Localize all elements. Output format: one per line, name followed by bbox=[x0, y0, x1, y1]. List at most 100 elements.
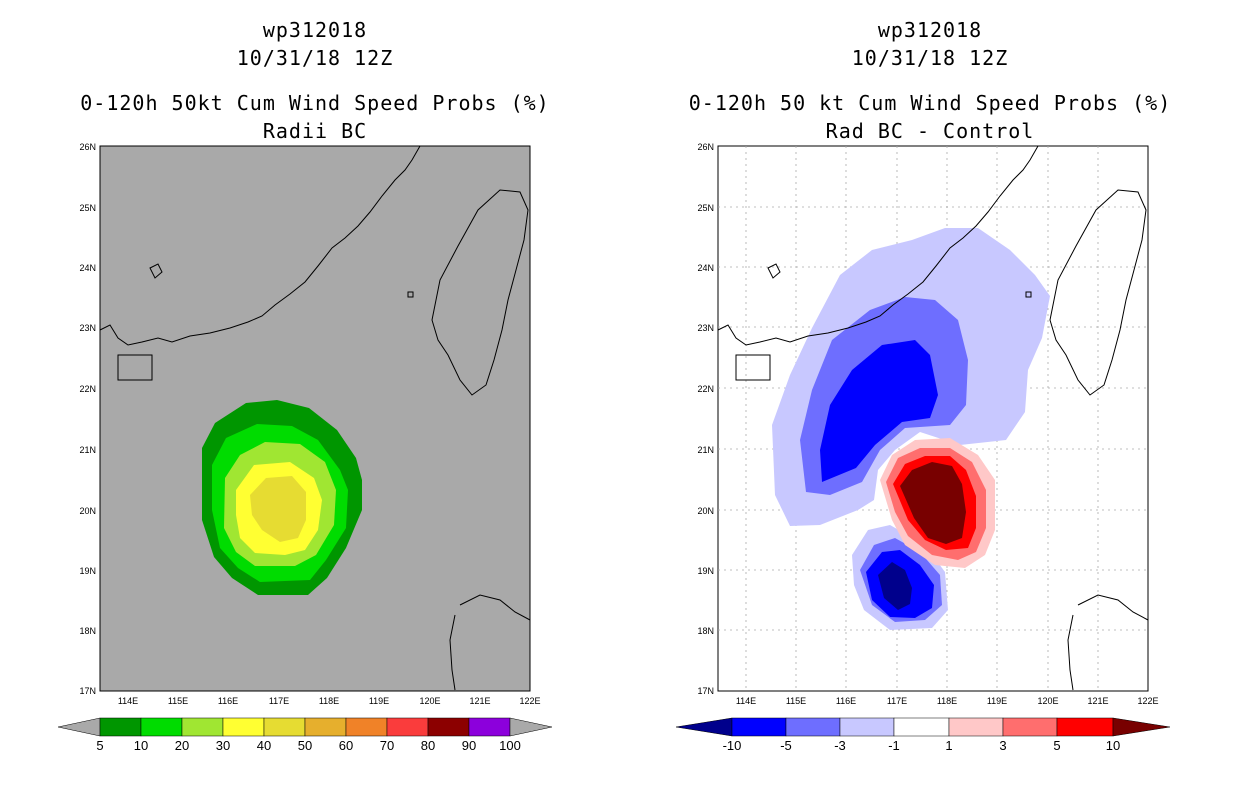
right-contour-neg3b bbox=[860, 538, 942, 622]
left-product-title: 0-120h 50kt Cum Wind Speed Probs (%) bbox=[80, 91, 550, 115]
right-storm-id: wp312018 bbox=[877, 18, 983, 42]
right-colorbar-label: -10 bbox=[723, 738, 742, 753]
right-colorbar-bin bbox=[1056, 717, 1114, 737]
right-lon-label: 121E bbox=[1087, 696, 1108, 706]
left-lon-label: 122E bbox=[519, 696, 540, 706]
right-contour-pos1 bbox=[880, 438, 995, 568]
left-contour-5 bbox=[202, 400, 362, 595]
left-colorbar-label: 10 bbox=[134, 738, 148, 753]
left-contour-30 bbox=[236, 462, 322, 555]
left-lat-label: 23N bbox=[79, 323, 96, 333]
right-colorbar-label: -1 bbox=[888, 738, 900, 753]
right-difference-field bbox=[772, 228, 1050, 630]
left-lon-label: 119E bbox=[369, 696, 389, 706]
left-colorbar-label: 70 bbox=[380, 738, 394, 753]
left-colorbar-label: 80 bbox=[421, 738, 435, 753]
right-colorbar-label: 10 bbox=[1106, 738, 1120, 753]
left-map-background bbox=[99, 145, 531, 692]
left-lon-label: 117E bbox=[269, 696, 289, 706]
right-lat-label: 20N bbox=[697, 506, 714, 516]
right-lat-label: 23N bbox=[697, 323, 714, 333]
left-lon-label: 118E bbox=[319, 696, 339, 706]
left-lat-label: 20N bbox=[79, 506, 96, 516]
right-lat-label: 21N bbox=[697, 445, 714, 455]
right-colorbar-bin bbox=[785, 717, 841, 737]
left-colorbar-bin bbox=[99, 717, 142, 737]
left-lon-label: 116E bbox=[218, 696, 238, 706]
right-lon-label: 116E bbox=[836, 696, 856, 706]
right-colorbar-label: 3 bbox=[999, 738, 1006, 753]
left-colorbar-bin bbox=[345, 717, 388, 737]
left-colorbar-bin bbox=[468, 717, 511, 737]
right-colorbar-under-arrow bbox=[675, 717, 733, 737]
right-contour-neg5 bbox=[820, 340, 938, 482]
left-contour-10 bbox=[212, 424, 348, 582]
left-contour-40 bbox=[250, 476, 306, 542]
right-contour-pos10 bbox=[900, 462, 966, 544]
right-colorbar-bin bbox=[731, 717, 787, 737]
left-coastline bbox=[99, 145, 531, 691]
left-colorbar-label: 60 bbox=[339, 738, 353, 753]
left-colorbar-bin bbox=[386, 717, 429, 737]
right-map-background bbox=[717, 145, 1149, 692]
right-lat-label: 26N bbox=[697, 142, 714, 152]
left-lon-label: 115E bbox=[168, 696, 188, 706]
left-lat-label: 19N bbox=[79, 566, 96, 576]
left-colorbar-label: 5 bbox=[96, 738, 103, 753]
right-lat-label: 24N bbox=[697, 263, 714, 273]
right-contour-neg3 bbox=[800, 297, 968, 495]
right-lat-label: 25N bbox=[697, 203, 714, 213]
left-colorbar-label: 40 bbox=[257, 738, 271, 753]
right-lat-label: 17N bbox=[697, 686, 714, 696]
right-lat-label: 19N bbox=[697, 566, 714, 576]
left-lat-label: 26N bbox=[79, 142, 96, 152]
right-lon-label: 114E bbox=[736, 696, 756, 706]
left-lat-label: 22N bbox=[79, 384, 96, 394]
right-grid bbox=[718, 146, 1148, 691]
left-lon-label: 120E bbox=[419, 696, 440, 706]
right-lon-label: 117E bbox=[887, 696, 907, 706]
left-colorbar-label: 30 bbox=[216, 738, 230, 753]
left-colorbar-bin bbox=[140, 717, 183, 737]
right-contour-neg5b bbox=[866, 550, 934, 618]
left-lat-label: 21N bbox=[79, 445, 96, 455]
right-lon-label: 119E bbox=[987, 696, 1007, 706]
right-lat-label: 18N bbox=[697, 626, 714, 636]
right-contour-pos3 bbox=[886, 448, 986, 560]
left-colorbar-over-arrow bbox=[509, 717, 553, 737]
right-lon-label: 122E bbox=[1137, 696, 1158, 706]
left-axis: 114E 115E 116E 117E 118E 119E 120E 121E … bbox=[79, 142, 540, 706]
right-colorbar-bin bbox=[893, 717, 950, 737]
left-colorbar-under-arrow bbox=[57, 717, 101, 737]
right-colorbar-label: 1 bbox=[945, 738, 952, 753]
right-datetime: 10/31/18 12Z bbox=[851, 46, 1009, 70]
left-lon-label: 121E bbox=[469, 696, 490, 706]
right-colorbar-over-arrow bbox=[1112, 717, 1171, 737]
left-colorbar-bin bbox=[263, 717, 306, 737]
left-lon-label: 114E bbox=[118, 696, 138, 706]
left-lat-label: 17N bbox=[79, 686, 96, 696]
left-colorbar: 5 10 20 30 40 50 60 70 80 90 100 bbox=[57, 717, 553, 753]
right-lon-label: 115E bbox=[786, 696, 806, 706]
right-colorbar: -10 -5 -3 -1 1 3 5 10 bbox=[675, 717, 1171, 753]
right-colorbar-bin bbox=[1002, 717, 1058, 737]
right-colorbar-label: 5 bbox=[1053, 738, 1060, 753]
right-lon-label: 120E bbox=[1037, 696, 1058, 706]
left-colorbar-bin bbox=[181, 717, 224, 737]
left-colorbar-bin bbox=[427, 717, 470, 737]
left-contour-20 bbox=[224, 442, 336, 566]
left-datetime: 10/31/18 12Z bbox=[236, 46, 394, 70]
left-colorbar-label: 20 bbox=[175, 738, 189, 753]
left-colorbar-bin bbox=[222, 717, 265, 737]
left-subtitle: Radii BC bbox=[262, 119, 368, 143]
right-lon-label: 118E bbox=[937, 696, 957, 706]
right-coastline bbox=[717, 145, 1149, 691]
left-colorbar-label: 90 bbox=[462, 738, 476, 753]
left-colorbar-label: 100 bbox=[499, 738, 521, 753]
right-colorbar-label: -5 bbox=[780, 738, 792, 753]
left-colorbar-bin bbox=[304, 717, 347, 737]
right-subtitle: Rad BC - Control bbox=[825, 119, 1035, 143]
right-colorbar-bin bbox=[948, 717, 1004, 737]
right-contour-neg1 bbox=[772, 228, 1050, 526]
left-lat-label: 18N bbox=[79, 626, 96, 636]
